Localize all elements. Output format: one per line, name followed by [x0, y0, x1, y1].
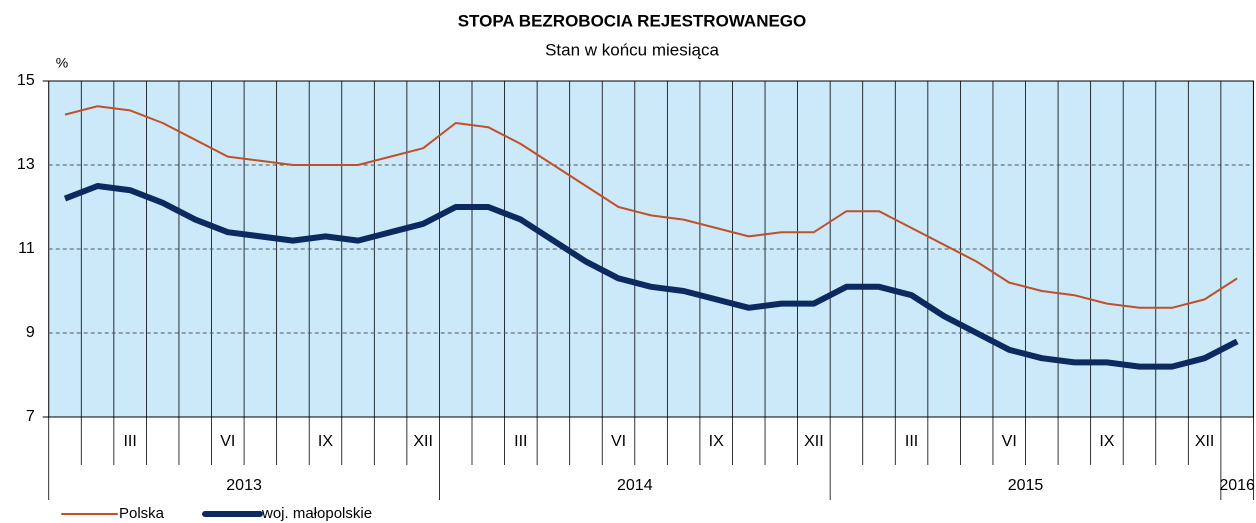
- y-tick-label: 11: [18, 240, 35, 257]
- x-tick-label: XII: [1195, 433, 1215, 450]
- x-tick-label: IX: [709, 433, 724, 450]
- series-line: [63, 183, 1239, 370]
- y-tick-label: 13: [17, 156, 35, 173]
- y-unit: %: [56, 55, 68, 71]
- x-tick-label: VI: [611, 433, 626, 450]
- year-label: 2016: [1219, 477, 1255, 494]
- x-tick-label: XII: [413, 433, 433, 450]
- y-tick-label: 15: [17, 72, 35, 89]
- x-tick-label: IX: [318, 433, 333, 450]
- chart-title: STOPA BEZROBOCIA REJESTROWANEGO: [458, 11, 807, 30]
- x-tick-label: III: [905, 433, 918, 450]
- year-label: 2013: [226, 477, 262, 494]
- y-tick-label: 9: [26, 324, 35, 341]
- x-tick-label: VI: [1002, 433, 1017, 450]
- x-tick-label: VI: [220, 433, 235, 450]
- x-tick-label: III: [514, 433, 527, 450]
- x-tick-label: IX: [1099, 433, 1114, 450]
- year-label: 2014: [617, 477, 653, 494]
- x-tick-label: XII: [804, 433, 824, 450]
- series-line: [64, 105, 1238, 309]
- legend-label: woj. małopolskie: [261, 505, 372, 522]
- legend-label: Polska: [119, 505, 165, 522]
- year-label: 2015: [1008, 477, 1044, 494]
- chart-subtitle: Stan w końcu miesiąca: [545, 40, 719, 59]
- x-tick-label: III: [123, 433, 136, 450]
- y-tick-label: 7: [26, 408, 35, 425]
